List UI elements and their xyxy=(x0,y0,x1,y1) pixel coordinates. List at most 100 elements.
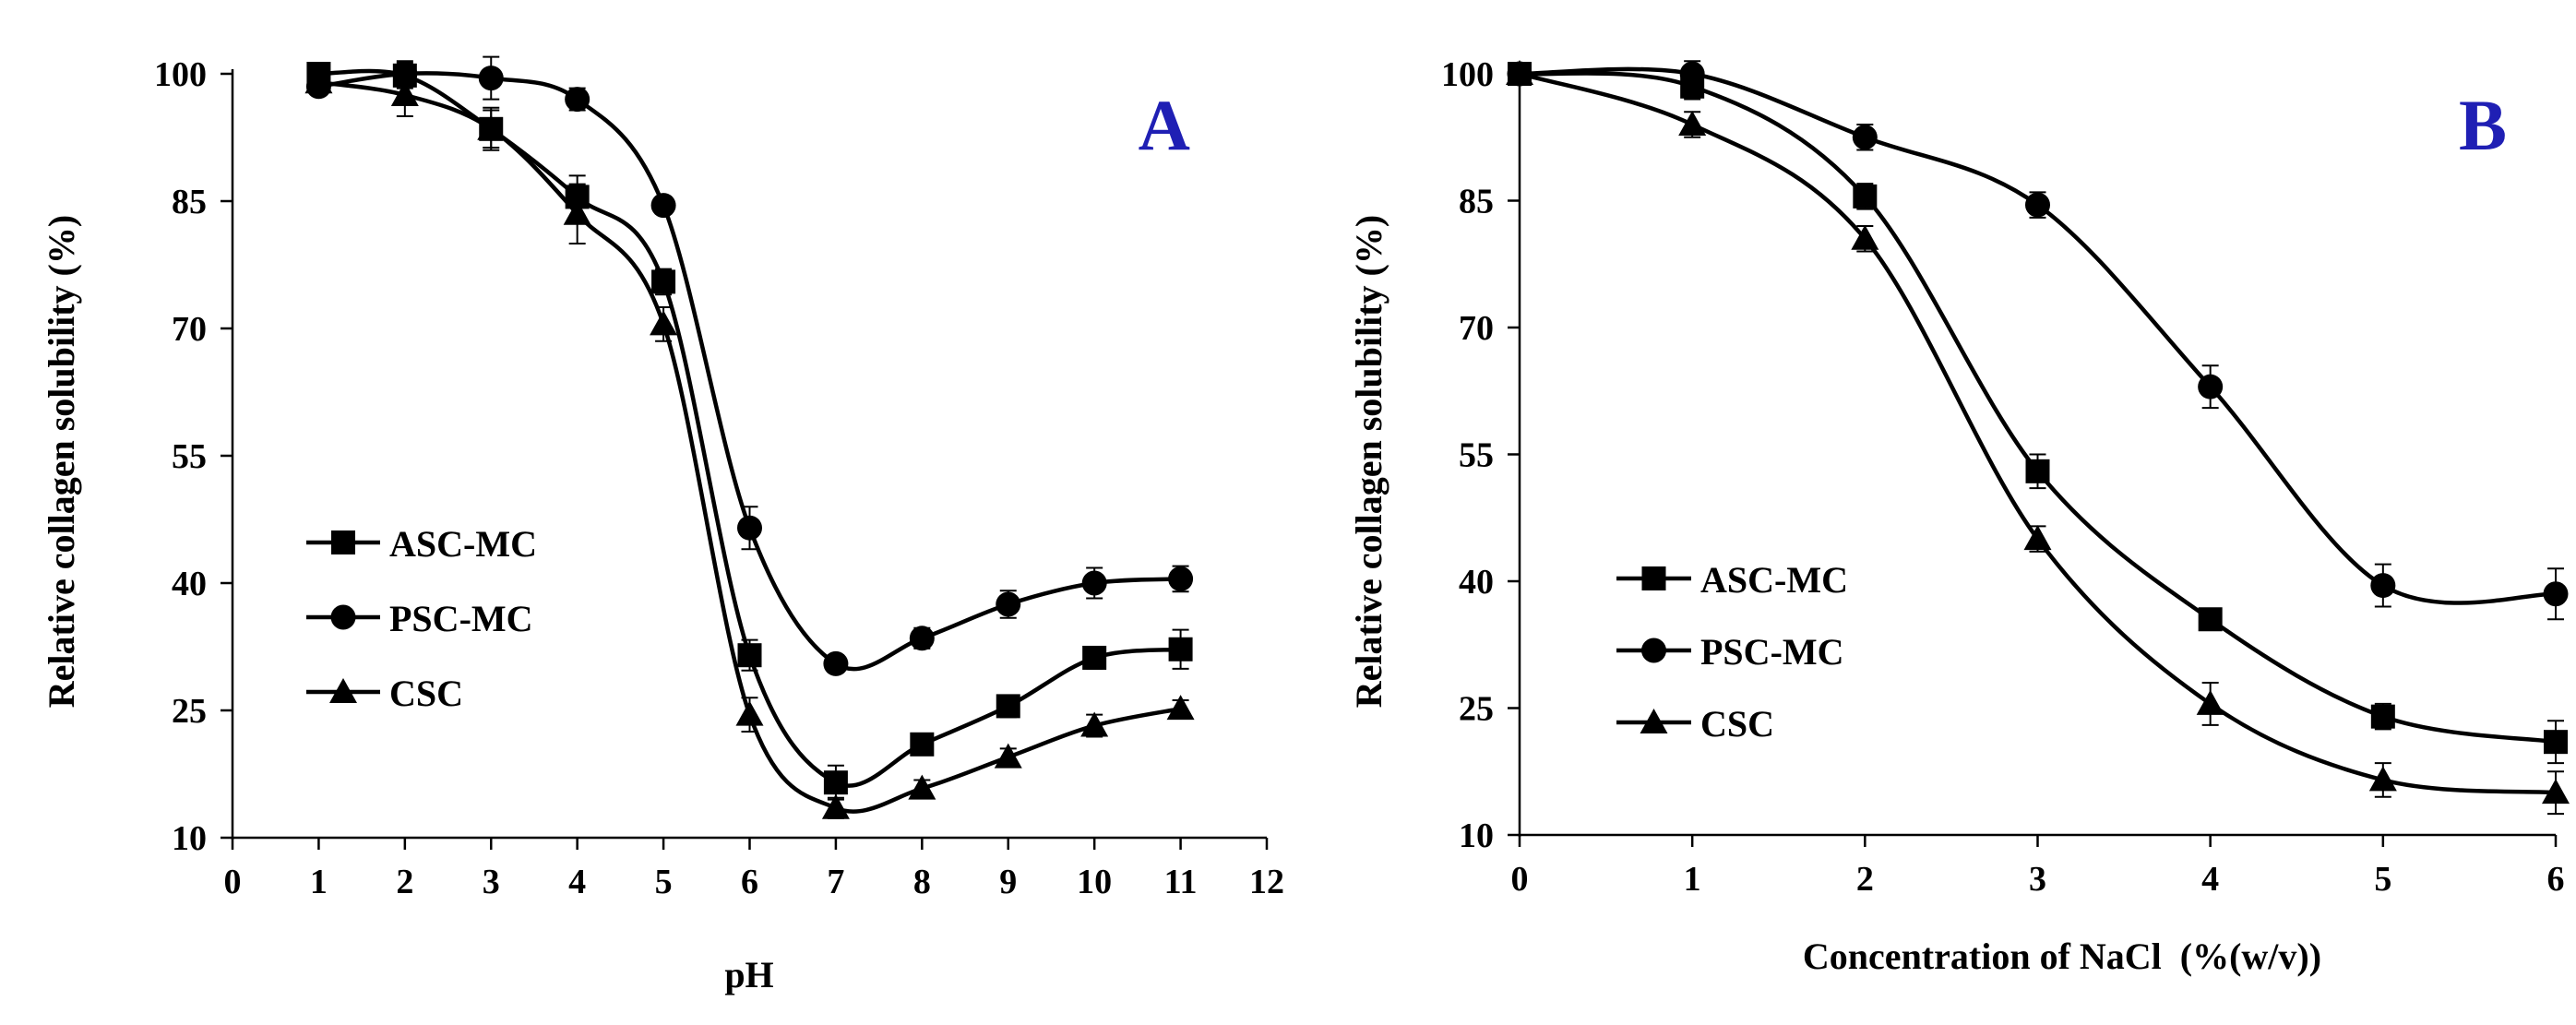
panel-a-legend-marker-asc-mc xyxy=(331,530,355,554)
panel-b-point-csc xyxy=(2368,766,2397,792)
panel-b-point-psc-mc xyxy=(1679,61,1705,87)
panel-b-x-tick-label: 0 xyxy=(1511,860,1529,899)
panel-a-point-csc xyxy=(477,114,506,140)
panel-a-y-tick-label: 55 xyxy=(172,437,207,476)
panel-a-point-csc xyxy=(1166,695,1195,721)
panel-a-y-tick-label: 100 xyxy=(154,55,207,94)
legend-label-asc-mc: ASC-MC xyxy=(1700,559,1848,601)
panel-a-point-psc-mc xyxy=(1081,570,1107,596)
panel-b-point-psc-mc xyxy=(2543,581,2569,607)
panel-a-point-csc xyxy=(563,199,591,225)
panel-a-line-psc-mc xyxy=(318,71,1181,672)
panel-b-legend: ASC-MC PSC-MC CSC xyxy=(1700,559,1848,745)
panel-b-point-csc xyxy=(1851,224,1879,250)
panel-b-y-tick-label: 25 xyxy=(1459,690,1494,729)
panel-a-point-psc-mc xyxy=(1168,566,1194,591)
panel-a-y-tick-label: 40 xyxy=(172,565,207,603)
panel-b-y-tick-label: 10 xyxy=(1459,816,1494,855)
panel-b-y-tick-label: 70 xyxy=(1459,309,1494,348)
panel-b-point-asc-mc xyxy=(1853,184,1878,209)
panel-b-line-csc xyxy=(1519,71,2557,795)
panel-b-point-asc-mc xyxy=(2544,730,2568,755)
panel-b-line-asc-mc xyxy=(1519,71,2557,745)
panel-b-letter: B xyxy=(2459,85,2507,165)
panel-a-point-psc-mc xyxy=(565,87,590,113)
panel-b-y-tick-label: 100 xyxy=(1441,55,1494,94)
panel-a-point-csc xyxy=(821,793,850,819)
panel-a-x-tick-label: 1 xyxy=(310,863,328,901)
legend-label-csc: CSC xyxy=(1700,703,1774,745)
panel-a-y-tick-label: 70 xyxy=(172,310,207,349)
panel-a-x-tick-label: 3 xyxy=(483,863,500,901)
panel-b-legend-marker-asc-mc xyxy=(1641,566,1666,590)
panel-a-x-tick-label: 5 xyxy=(655,863,673,901)
panel-b-point-psc-mc xyxy=(2370,573,2396,599)
panel-b-y-tick-label: 40 xyxy=(1459,563,1494,602)
panel-a-point-csc xyxy=(304,68,333,94)
panel-a-y-axis-title: Relative collagen solubility (%) xyxy=(41,215,82,708)
panel-a-point-asc-mc xyxy=(1168,637,1193,661)
panel-b-line-psc-mc xyxy=(1519,66,2557,605)
panel-b-x-tick-label: 3 xyxy=(2029,860,2046,899)
panel-a-x-axis-title: pH xyxy=(724,954,773,995)
panel-a-legend-marker-psc-mc xyxy=(330,604,356,630)
panel-b-chart: 0 1 2 3 4 5 6 10 25 40 55 70 85 100 B Concentration o… xyxy=(1348,55,2570,977)
panel-a-point-psc-mc xyxy=(737,515,762,541)
panel-b-y-tick-label: 55 xyxy=(1459,436,1494,475)
panel-b-legend-marker-psc-mc xyxy=(1641,638,1666,663)
panel-a-point-asc-mc xyxy=(737,643,762,668)
panel-a-x-tick-label: 10 xyxy=(1077,863,1112,901)
panel-b-legend-marker-csc xyxy=(1640,709,1668,733)
panel-b-point-asc-mc xyxy=(2198,607,2223,632)
panel-a-point-psc-mc xyxy=(996,591,1021,617)
panel-a-y-tick-label: 85 xyxy=(172,183,207,221)
panel-b-point-csc xyxy=(1678,111,1707,136)
panel-a-x-tick-label: 8 xyxy=(913,863,931,901)
panel-a-point-csc xyxy=(735,700,764,726)
panel-a-point-asc-mc xyxy=(910,732,935,757)
panel-b-point-psc-mc xyxy=(2198,374,2224,399)
panel-a-point-psc-mc xyxy=(478,66,504,91)
panel-a-letter: A xyxy=(1139,85,1190,165)
panel-a-point-csc xyxy=(994,743,1022,769)
panel-b-x-tick-label: 5 xyxy=(2374,860,2391,899)
panel-a-legend: ASC-MC PSC-MC CSC xyxy=(389,523,537,714)
panel-a-x-tick-label: 11 xyxy=(1164,863,1198,901)
panel-a-point-csc xyxy=(908,774,936,800)
panel-b-x-axis-title: Concentration of NaCl (%(w/v)) xyxy=(1803,936,2321,977)
panel-b-point-csc xyxy=(2196,689,2224,715)
panel-a-point-csc xyxy=(650,310,678,336)
panel-a-point-csc xyxy=(390,81,419,106)
panel-a-x-tick-label: 6 xyxy=(741,863,758,901)
panel-a-point-asc-mc xyxy=(996,694,1020,719)
panel-b-x-tick-label: 6 xyxy=(2547,860,2565,899)
panel-b-point-asc-mc xyxy=(2025,459,2050,483)
panel-a-point-csc xyxy=(1080,711,1109,737)
legend-label-psc-mc: PSC-MC xyxy=(1700,631,1844,673)
panel-a-legend-marker-csc xyxy=(329,678,357,703)
panel-a-point-asc-mc xyxy=(1082,645,1107,670)
legend-label-psc-mc: PSC-MC xyxy=(389,598,533,639)
panel-a-x-tick-label: 7 xyxy=(827,863,844,901)
panel-b-x-tick-label: 2 xyxy=(1856,860,1874,899)
panel-a-point-asc-mc xyxy=(651,269,676,294)
panel-a-x-tick-label: 9 xyxy=(999,863,1017,901)
panel-b-x-tick-label: 4 xyxy=(2201,860,2219,899)
panel-b-point-psc-mc xyxy=(2025,192,2050,218)
panel-b-point-csc xyxy=(2542,779,2570,805)
panel-a-x-tick-label: 2 xyxy=(396,863,413,901)
panel-a-point-psc-mc xyxy=(650,193,676,219)
panel-a-point-asc-mc xyxy=(823,770,848,795)
panel-a-y-tick-label: 10 xyxy=(172,819,207,858)
panel-a-point-psc-mc xyxy=(909,626,935,651)
panel-b-point-csc xyxy=(1506,60,1533,85)
panel-b-y-tick-label: 85 xyxy=(1459,183,1494,221)
panel-b-point-asc-mc xyxy=(2370,704,2395,729)
panel-b-point-csc xyxy=(2023,525,2052,551)
panel-a-x-tick-label: 4 xyxy=(568,863,586,901)
legend-label-asc-mc: ASC-MC xyxy=(389,523,537,565)
panel-a-x-tick-label: 12 xyxy=(1249,863,1284,901)
panel-a-point-psc-mc xyxy=(823,650,849,676)
